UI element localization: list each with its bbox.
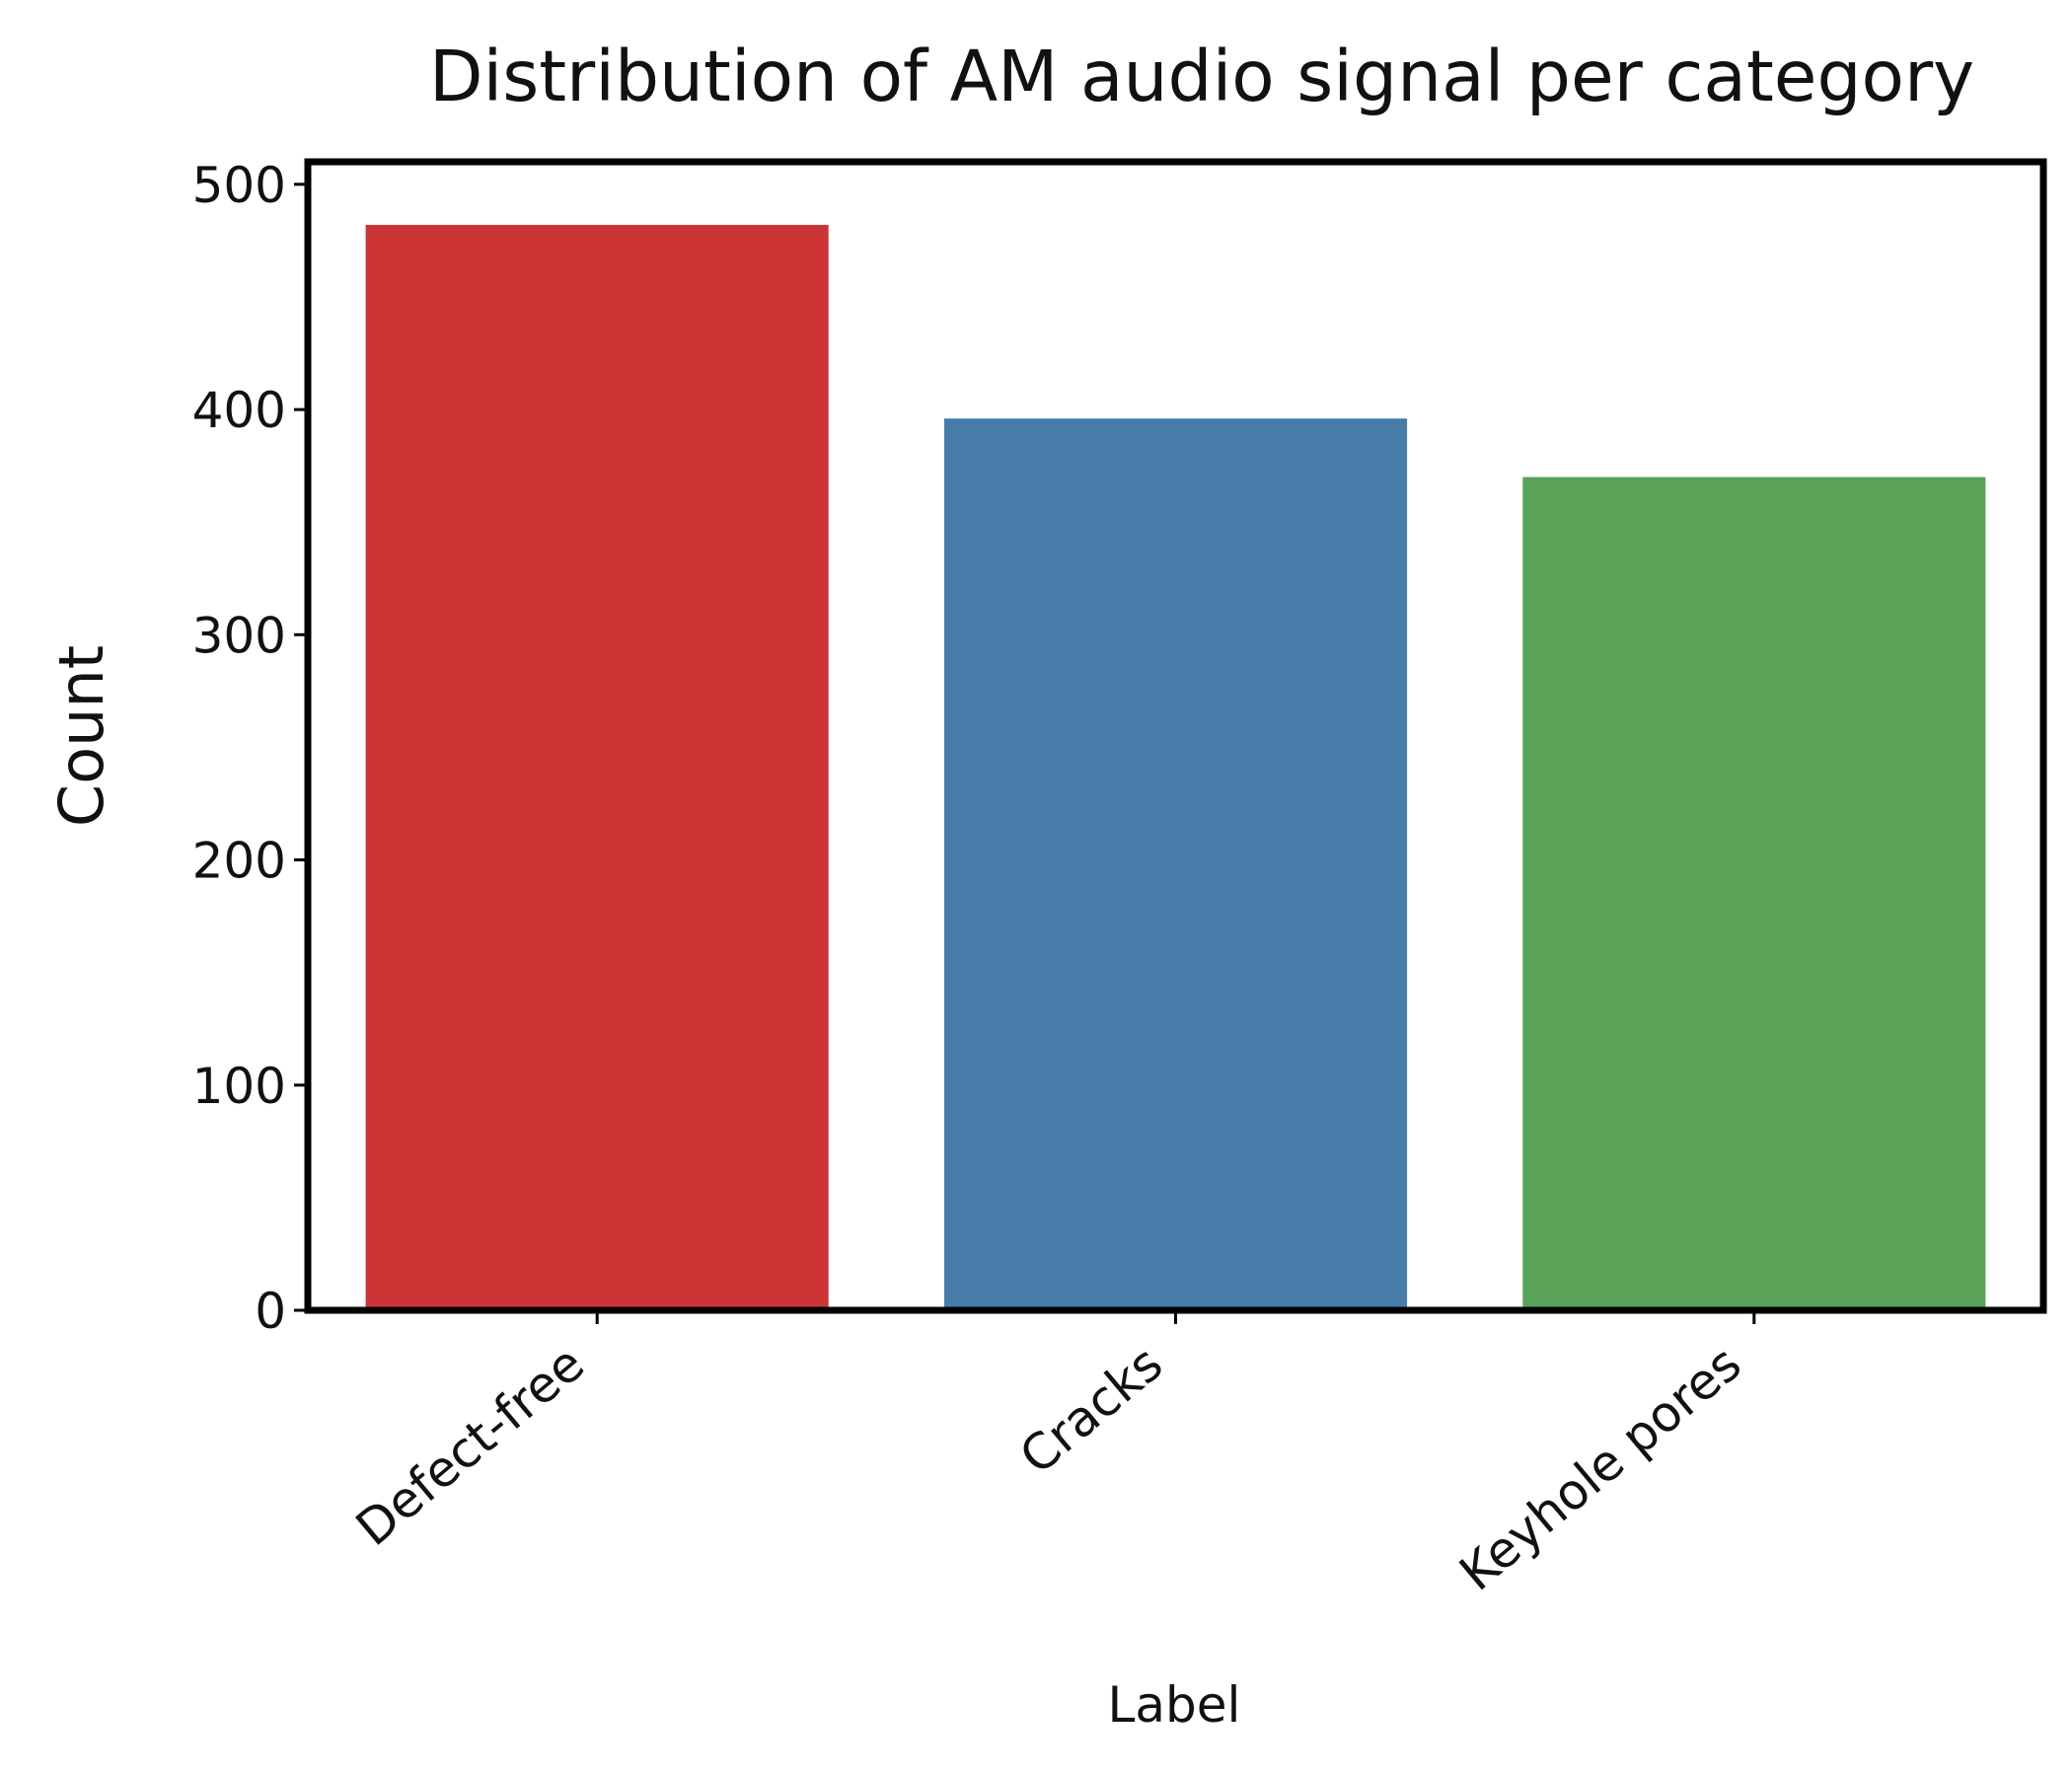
- y-tick-label: 400: [192, 382, 286, 439]
- x-axis-ticks: Defect-free Cracks Keyhole pores: [345, 1310, 1756, 1602]
- bar-cracks: [944, 418, 1408, 1310]
- x-tick-label: Keyhole pores: [1449, 1335, 1752, 1602]
- bar-keyhole-pores: [1522, 477, 1986, 1310]
- y-tick-label: 200: [192, 833, 286, 890]
- y-tick-label: 300: [192, 607, 286, 664]
- chart-title: Distribution of AM audio signal per cate…: [429, 36, 1974, 117]
- bars-group: [365, 224, 1986, 1310]
- y-axis-ticks: 0 100 200 300 400 500: [192, 157, 308, 1340]
- y-tick-label: 0: [255, 1283, 286, 1340]
- x-tick-label: Defect-free: [345, 1335, 595, 1557]
- x-axis-label: Label: [1108, 1676, 1241, 1734]
- y-axis-label: Count: [45, 645, 117, 827]
- y-tick-label: 500: [192, 157, 286, 214]
- y-tick-label: 100: [192, 1058, 286, 1115]
- bar-defect-free: [365, 224, 829, 1310]
- x-tick-label: Cracks: [1009, 1335, 1173, 1486]
